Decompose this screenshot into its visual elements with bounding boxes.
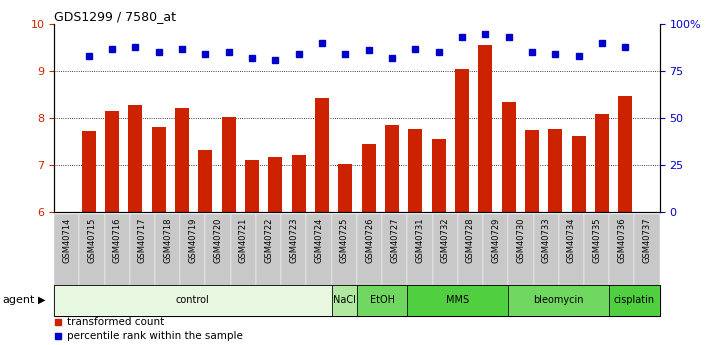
Bar [508,214,534,285]
Text: GSM40728: GSM40728 [466,217,475,263]
Text: GSM40720: GSM40720 [213,217,223,263]
Bar [306,214,332,285]
Bar [180,214,205,285]
Bar [502,102,516,212]
Text: GSM40734: GSM40734 [567,217,576,263]
Bar [572,136,585,212]
Bar [584,214,609,285]
Bar [79,214,105,285]
Bar [130,214,155,285]
Bar [525,130,539,212]
Bar [508,285,609,316]
Bar [332,214,357,285]
Bar [175,108,189,212]
Bar [407,214,433,285]
Text: GSM40716: GSM40716 [112,217,122,263]
Text: GSM40727: GSM40727 [390,217,399,263]
Bar [455,69,469,212]
Text: GSM40723: GSM40723 [289,217,298,263]
Bar [534,214,559,285]
Bar [432,139,446,212]
Text: GSM40722: GSM40722 [264,217,273,263]
Bar [54,214,79,285]
Bar [105,111,119,212]
Text: GSM40733: GSM40733 [541,217,551,263]
Bar [291,155,306,212]
Bar [361,144,376,212]
Bar [54,285,332,316]
Bar [128,106,142,212]
Text: cisplatin: cisplatin [614,295,655,305]
Bar [548,128,562,212]
Text: bleomycin: bleomycin [534,295,584,305]
Text: MMS: MMS [446,295,469,305]
Text: GSM40726: GSM40726 [365,217,374,263]
Bar [559,214,584,285]
Bar [458,214,483,285]
Text: GSM40731: GSM40731 [415,217,425,263]
Bar [281,214,306,285]
Bar [332,285,357,316]
Text: GSM40729: GSM40729 [491,217,500,263]
Bar [634,214,660,285]
Bar [609,214,634,285]
Bar [198,150,212,212]
Text: transformed count: transformed count [67,317,164,327]
Text: EtOH: EtOH [370,295,394,305]
Text: GSM40737: GSM40737 [642,217,652,263]
Bar [268,157,282,212]
Bar [595,115,609,212]
Text: GSM40724: GSM40724 [314,217,324,263]
Text: percentile rank within the sample: percentile rank within the sample [67,332,243,341]
Text: GSM40718: GSM40718 [163,217,172,263]
Text: NaCl: NaCl [333,295,355,305]
Bar [205,214,231,285]
Bar [338,164,353,212]
Bar [407,285,508,316]
Text: GSM40715: GSM40715 [87,217,97,263]
Bar [256,214,281,285]
Text: GDS1299 / 7580_at: GDS1299 / 7580_at [54,10,176,23]
Bar [609,285,660,316]
Bar [382,214,407,285]
Bar [231,214,256,285]
Text: control: control [176,295,210,305]
Text: GSM40717: GSM40717 [138,217,147,263]
Bar [357,214,382,285]
Bar [221,117,236,212]
Bar [105,214,130,285]
Bar [483,214,508,285]
Bar [478,45,492,212]
Bar [81,131,96,212]
Text: GSM40735: GSM40735 [592,217,601,263]
Text: GSM40714: GSM40714 [62,217,71,263]
Bar [385,125,399,212]
Bar [151,127,166,212]
Bar [618,96,632,212]
Text: GSM40730: GSM40730 [516,217,526,263]
Text: GSM40725: GSM40725 [340,217,349,263]
Text: GSM40721: GSM40721 [239,217,248,263]
Text: GSM40719: GSM40719 [188,217,198,263]
Text: ▶: ▶ [38,295,45,305]
Bar [408,128,423,212]
Text: GSM40736: GSM40736 [617,217,627,263]
Text: GSM40732: GSM40732 [441,217,450,263]
Bar [315,98,329,212]
Bar [245,159,259,212]
Bar [357,285,407,316]
Bar [155,214,180,285]
Text: agent: agent [2,295,35,305]
Bar [433,214,458,285]
